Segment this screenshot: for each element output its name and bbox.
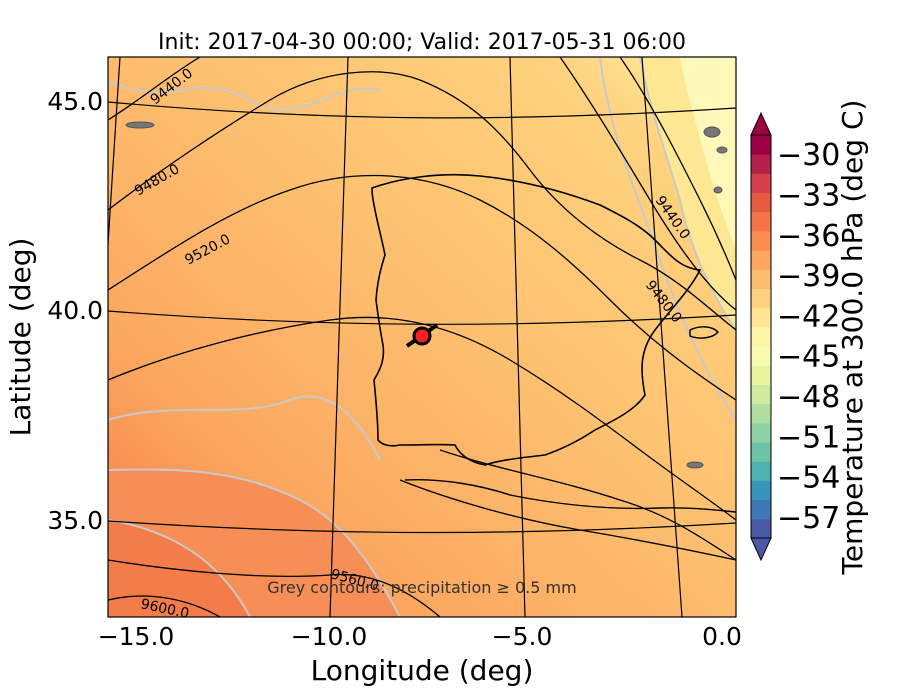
colorbar-band bbox=[751, 499, 771, 520]
colorbar-tick-label: −48 bbox=[777, 380, 840, 415]
map-frame bbox=[107, 56, 737, 618]
colorbar-band bbox=[751, 307, 771, 328]
meridian-0 bbox=[641, 57, 683, 617]
colorbar-extend-max bbox=[750, 111, 772, 136]
colorbar-band bbox=[751, 135, 771, 155]
x-tick-label: −5.0 bbox=[492, 622, 553, 651]
y-axis: 45.0 40.0 35.0 bbox=[47, 87, 103, 535]
colorbar-tick-label: −51 bbox=[777, 420, 840, 455]
cool-region-northeast-core bbox=[680, 57, 736, 250]
precipitation-patches bbox=[125, 121, 728, 469]
colorbar-label: Temperature at 300.0 hPa (deg C) bbox=[836, 100, 869, 576]
colorbar-band bbox=[751, 154, 771, 174]
colorbar-extend-min bbox=[750, 537, 772, 562]
parallel-35 bbox=[108, 520, 736, 534]
grey-contours bbox=[108, 57, 736, 617]
colorbar-band bbox=[751, 403, 771, 424]
colorbar-band bbox=[751, 326, 771, 347]
colorbar-tick-label: −39 bbox=[777, 259, 840, 294]
y-tick-label: 35.0 bbox=[47, 506, 103, 535]
colorbar-band bbox=[751, 461, 771, 481]
graticule bbox=[108, 57, 736, 617]
colorbar-band bbox=[751, 288, 771, 309]
colorbar-tick-label: −42 bbox=[777, 299, 840, 334]
iberia-coastline bbox=[371, 173, 702, 466]
colorbar-ticks: −30 −33 −36 −39 −42 −45 −48 −51 −54 −57 bbox=[777, 138, 840, 536]
x-tick-label: 0.0 bbox=[702, 622, 742, 651]
location-marker bbox=[405, 323, 439, 348]
colorbar-band bbox=[751, 230, 771, 251]
colorbar-band bbox=[751, 250, 771, 270]
colorbar-band bbox=[751, 365, 771, 385]
y-tick-label: 40.0 bbox=[47, 296, 103, 325]
colorbar-frame bbox=[750, 134, 772, 539]
map-panel bbox=[108, 57, 736, 617]
colorbar-tick-label: −36 bbox=[777, 219, 840, 254]
colorbar-band bbox=[751, 211, 771, 232]
meridian-5W bbox=[509, 57, 526, 617]
colorbar-band bbox=[751, 442, 771, 462]
x-axis: −15.0 −10.0 −5.0 0.0 bbox=[98, 622, 742, 651]
colorbar-band bbox=[751, 384, 771, 405]
balearic-islands bbox=[689, 326, 719, 339]
colorbar-tick-label: −57 bbox=[777, 501, 840, 536]
y-axis-label: Latitude (deg) bbox=[4, 238, 37, 437]
colorbar-band bbox=[751, 173, 771, 194]
north-africa-coast bbox=[404, 478, 736, 513]
colorbar-tick-label: −33 bbox=[777, 178, 840, 213]
x-axis-label: Longitude (deg) bbox=[311, 654, 534, 687]
colorbar-tick-label: −45 bbox=[777, 340, 840, 375]
y-tick-label: 45.0 bbox=[47, 87, 103, 116]
colorbar-tick-label: −30 bbox=[777, 138, 840, 173]
warm-region-southwest-core bbox=[108, 520, 250, 617]
colorbar-band bbox=[751, 192, 771, 213]
colorbar-band bbox=[751, 269, 771, 290]
chart-title: Init: 2017-04-30 00:00; Valid: 2017-05-3… bbox=[158, 30, 686, 55]
x-tick-label: −10.0 bbox=[291, 622, 368, 651]
meridian-10W bbox=[329, 57, 349, 617]
precipitation-annotation: Grey contours: precipitation ≥ 0.5 mm bbox=[267, 578, 576, 597]
colorbar bbox=[750, 111, 772, 562]
colorbar-band bbox=[751, 346, 771, 366]
height-contours bbox=[108, 57, 736, 617]
x-tick-label: −15.0 bbox=[98, 622, 175, 651]
colorbar-tick-label: −54 bbox=[777, 461, 840, 496]
colorbar-band bbox=[751, 518, 771, 539]
colorbar-band bbox=[751, 422, 771, 443]
colorbar-band bbox=[751, 480, 771, 501]
meridian-15W bbox=[108, 57, 121, 254]
